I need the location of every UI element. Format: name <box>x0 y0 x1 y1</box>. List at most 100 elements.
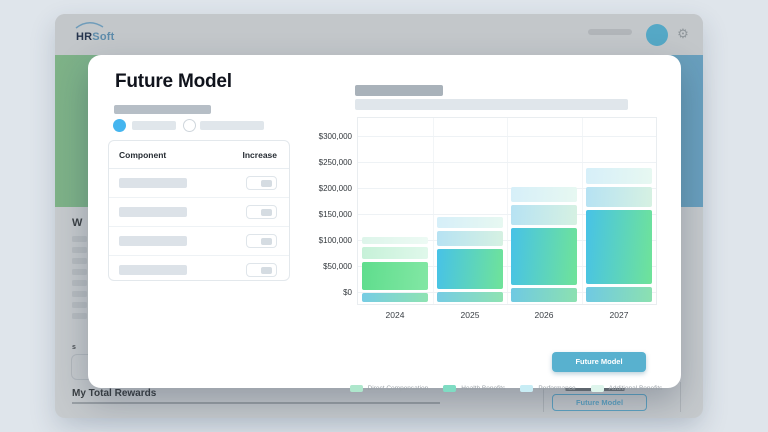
component-label-placeholder <box>119 265 187 275</box>
legend-label: Additional Benefits <box>608 385 663 392</box>
nav-item-placeholder <box>72 258 87 264</box>
bar-segment-health-benefits <box>511 288 577 302</box>
sidebar-right-border <box>680 382 681 412</box>
y-gridline <box>358 162 656 163</box>
increase-toggle[interactable] <box>246 176 277 190</box>
column-header-component: Component <box>119 149 167 160</box>
bar-segment-health-benefits <box>586 287 652 302</box>
legend-label: Performance <box>538 385 576 392</box>
component-label-placeholder <box>119 178 187 188</box>
bar-segment-performance <box>437 231 503 246</box>
radio-label-placeholder <box>200 121 264 130</box>
toggle-knob <box>261 208 272 216</box>
column-header-increase: Increase <box>242 149 278 160</box>
section-divider <box>72 402 440 404</box>
legend-swatch-additional-benefits <box>590 385 604 392</box>
y-gridline <box>358 188 656 189</box>
x-axis-label: 2027 <box>609 310 629 320</box>
bar-segment-additional-benefits <box>586 168 652 184</box>
chart-title-placeholder <box>355 85 443 96</box>
legend-label: Direct Compensation <box>367 385 429 392</box>
bar-segment-additional-benefits <box>437 217 503 228</box>
page-small-text-fragment: s <box>72 344 76 351</box>
modal-title: Future Model <box>115 71 232 92</box>
increase-toggle[interactable] <box>246 205 277 219</box>
y-axis-tick-label: $250,000 <box>318 157 352 167</box>
x-gridline <box>507 118 508 304</box>
bar-segment-performance <box>511 205 577 225</box>
my-total-rewards-heading: My Total Rewards <box>72 388 157 399</box>
future-model-modal: Future Model Component Increase $300,000… <box>88 55 681 392</box>
x-gridline <box>433 118 434 304</box>
component-label-placeholder <box>119 207 187 217</box>
x-axis-label: 2026 <box>534 310 554 320</box>
legend-item: Performance <box>520 385 576 392</box>
nav-item-placeholder <box>72 269 87 275</box>
x-axis-label: 2024 <box>385 310 405 320</box>
legend-swatch-performance <box>520 385 534 392</box>
radio-option-selected[interactable] <box>113 119 126 132</box>
table-row <box>109 227 289 256</box>
page-heading-fragment: W <box>72 217 83 229</box>
radio-option-unselected[interactable] <box>183 119 196 132</box>
component-table: Component Increase <box>108 140 290 281</box>
increase-toggle[interactable] <box>246 263 277 277</box>
future-model-outline-button[interactable]: Future Model <box>552 394 647 411</box>
y-axis-tick-label: $300,000 <box>318 131 352 141</box>
component-label-placeholder <box>119 236 187 246</box>
bar-segment-direct-compensation <box>362 262 428 290</box>
toggle-knob <box>261 237 272 245</box>
bar-2024 <box>362 118 428 304</box>
nav-item-placeholder <box>72 302 87 308</box>
increase-toggle[interactable] <box>246 234 277 248</box>
toggle-knob <box>261 179 272 187</box>
nav-item-placeholder <box>72 236 87 242</box>
legend-swatch-direct-compensation <box>349 385 363 392</box>
table-row <box>109 256 289 280</box>
left-nav-placeholder-list <box>72 236 90 324</box>
sidebar-left-border <box>543 382 544 412</box>
x-axis-label: 2025 <box>460 310 480 320</box>
bar-segment-health-benefits <box>437 292 503 302</box>
subtitle-placeholder-bar <box>114 105 211 114</box>
table-header-row: Component Increase <box>109 141 289 169</box>
nav-item-placeholder <box>72 247 87 253</box>
chart-subtitle-placeholder <box>355 99 628 110</box>
legend-item: Additional Benefits <box>590 385 663 392</box>
logo-text: HRSoft <box>76 31 114 43</box>
header-placeholder-bar <box>588 29 632 35</box>
nav-item-placeholder <box>72 313 87 319</box>
bar-segment-direct-compensation <box>511 228 577 285</box>
future-model-button[interactable]: Future Model <box>552 352 646 372</box>
bar-2027 <box>586 118 652 304</box>
hrsoft-logo: HRSoft <box>75 20 135 50</box>
settings-gear-icon[interactable]: ⚙ <box>677 26 689 41</box>
legend-item: Health Benefits <box>443 385 505 392</box>
y-gridline <box>358 266 656 267</box>
y-gridline <box>358 214 656 215</box>
legend-item: Direct Compensation <box>349 385 429 392</box>
user-avatar[interactable] <box>646 24 668 46</box>
logo-hr: HR <box>76 31 93 43</box>
bar-2025 <box>437 118 503 304</box>
y-gridline <box>358 136 656 137</box>
bar-segment-direct-compensation <box>437 249 503 289</box>
table-row <box>109 169 289 198</box>
y-axis-tick-label: $150,000 <box>318 209 352 219</box>
chart-legend: Direct Compensation Health Benefits Perfor… <box>349 385 662 392</box>
bar-segment-direct-compensation <box>586 210 652 284</box>
y-gridline <box>358 240 656 241</box>
y-axis-tick-label: $200,000 <box>318 183 352 193</box>
table-row <box>109 198 289 227</box>
bar-segment-performance <box>586 187 652 207</box>
toggle-knob <box>261 266 272 274</box>
y-axis-tick-label: $50,000 <box>323 261 352 271</box>
bar-segment-additional-benefits <box>362 237 428 244</box>
logo-soft: Soft <box>92 31 115 43</box>
bar-segment-performance <box>362 247 428 259</box>
x-gridline <box>582 118 583 304</box>
legend-label: Health Benefits <box>461 385 506 392</box>
y-axis-tick-label: $100,000 <box>318 235 352 245</box>
y-axis-tick-label: $0 <box>343 287 352 297</box>
logo-arc-icon <box>75 22 104 29</box>
